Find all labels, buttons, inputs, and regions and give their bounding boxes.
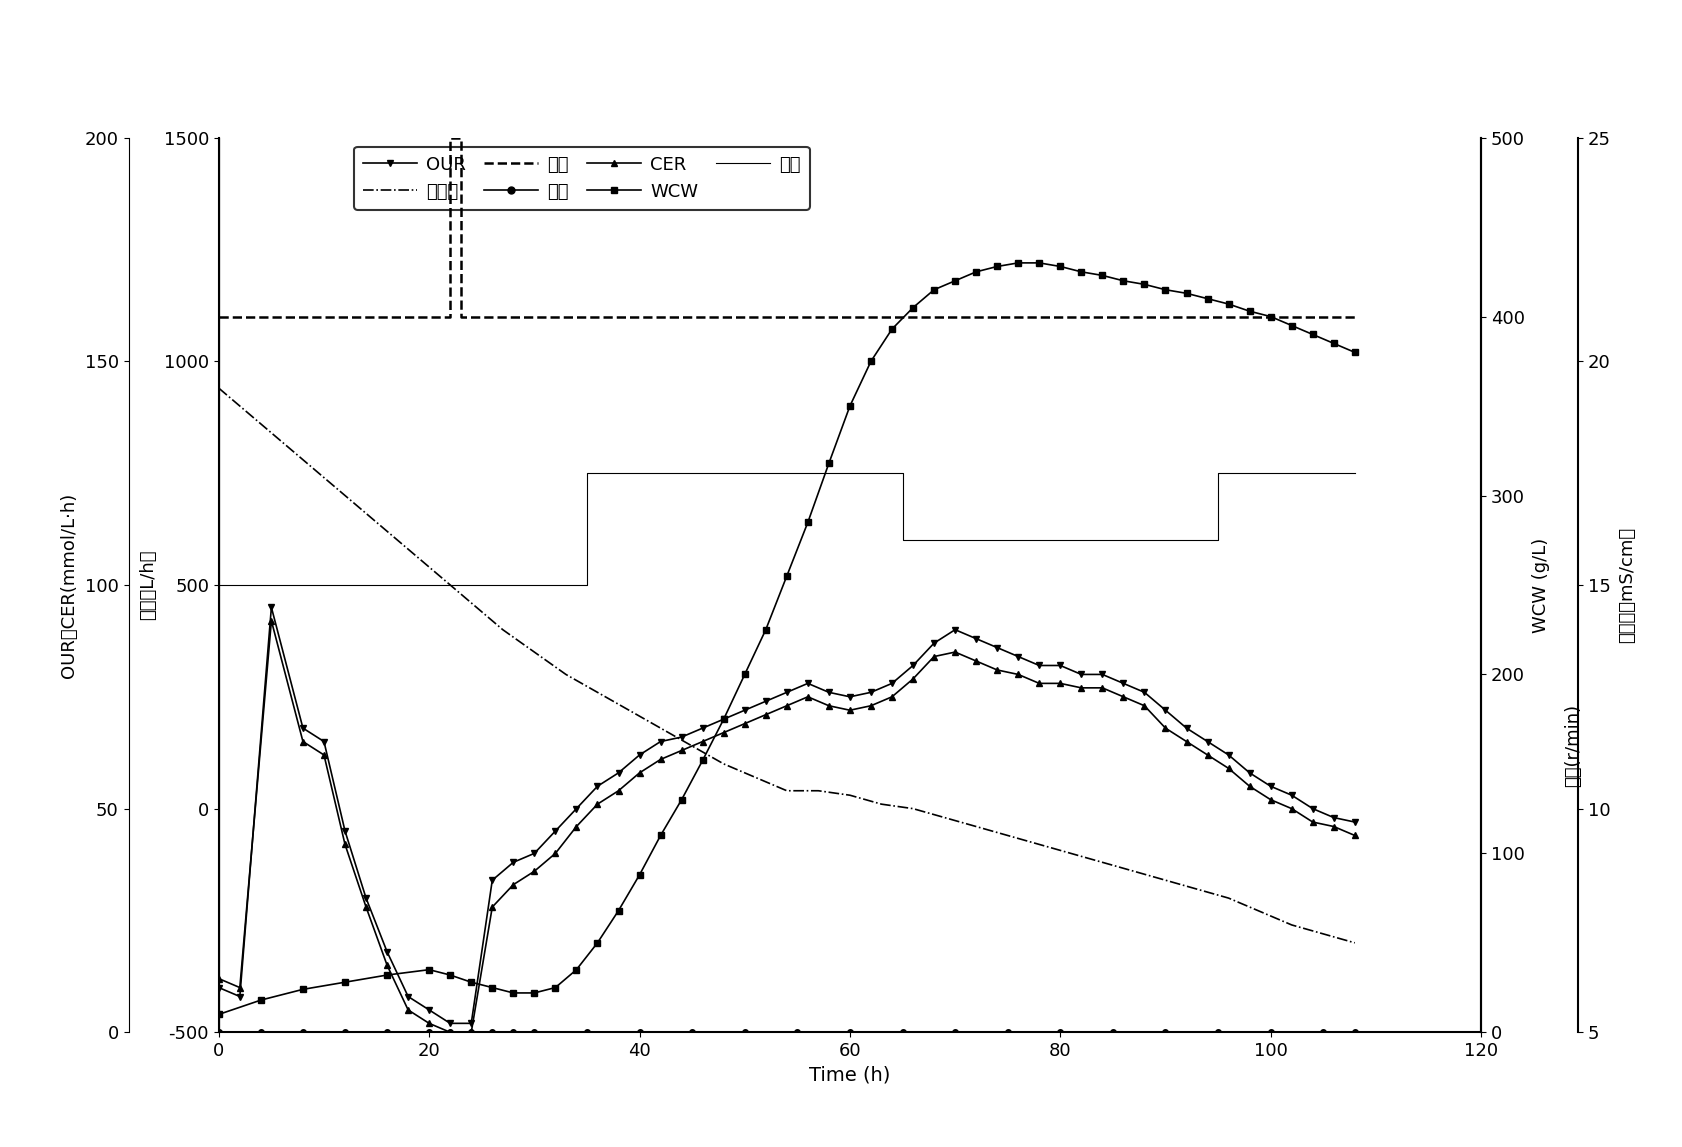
- Legend: OUR, 电导率, 搅拌, 溶氧, CER, WCW, 流量: OUR, 电导率, 搅拌, 溶氧, CER, WCW, 流量: [353, 147, 809, 210]
- Y-axis label: 流量（L/h）: 流量（L/h）: [138, 549, 156, 621]
- Text: 转速(r/min): 转速(r/min): [1564, 704, 1581, 787]
- Y-axis label: 电导率（mS/cm）: 电导率（mS/cm）: [1616, 526, 1635, 643]
- Y-axis label: OUR、CER(mmol/L·h): OUR、CER(mmol/L·h): [59, 492, 77, 678]
- Y-axis label: WCW (g/L): WCW (g/L): [1531, 537, 1549, 633]
- X-axis label: Time (h): Time (h): [809, 1066, 890, 1085]
